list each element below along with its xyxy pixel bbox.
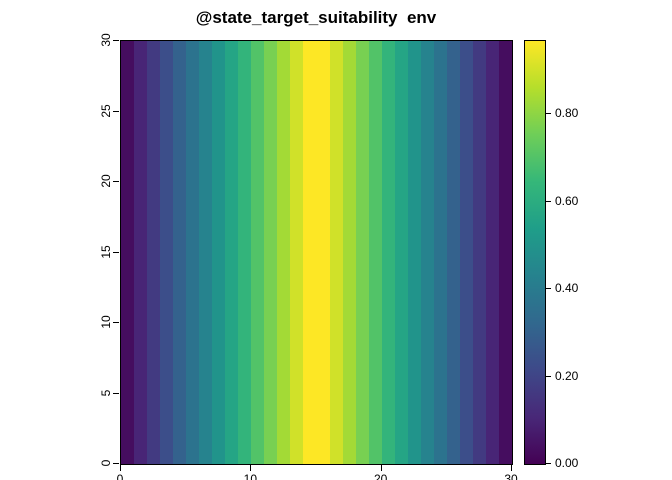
heatmap-column	[355, 41, 369, 464]
heatmap-column	[329, 41, 343, 464]
heatmap-column	[407, 41, 421, 464]
heatmap-column	[420, 41, 434, 464]
y-axis-tick	[113, 251, 119, 253]
heatmap-column	[238, 41, 252, 464]
y-axis-tick	[113, 110, 119, 112]
heatmap-column	[212, 41, 226, 464]
x-axis-tick-label: 30	[504, 472, 518, 480]
colorbar-tick	[546, 288, 551, 290]
y-axis-tick	[113, 322, 119, 323]
heatmap-column	[446, 41, 460, 464]
heatmap-column	[264, 41, 278, 464]
heatmap-column	[147, 41, 161, 464]
x-axis-tick	[120, 465, 121, 471]
heatmap-column	[342, 41, 356, 464]
colorbar-tick	[546, 200, 551, 202]
chart-title: @state_target_suitability env	[195, 8, 437, 27]
x-axis-tick-label: 0	[116, 472, 124, 480]
heatmap-column	[225, 41, 239, 464]
x-axis-tick	[511, 465, 512, 471]
heatmap-column	[199, 41, 213, 464]
colorbar-tick-label: 0.80	[555, 106, 579, 121]
y-axis-tick-label: 5	[99, 389, 113, 396]
y-axis-tick-label: 10	[99, 315, 113, 329]
heatmap-column	[303, 41, 317, 464]
heatmap-column	[368, 41, 382, 464]
x-axis-tick-label: 20	[373, 472, 388, 480]
x-axis-tick-label: 10	[243, 472, 258, 480]
heatmap-column	[173, 41, 187, 464]
y-axis-tick	[113, 392, 119, 394]
y-axis-tick-label: 25	[99, 103, 113, 118]
heatmap-column	[251, 41, 265, 464]
colorbar	[524, 40, 546, 465]
y-axis-tick	[113, 463, 119, 464]
y-axis-tick-label: 15	[99, 244, 113, 259]
heatmap-column	[186, 41, 200, 464]
colorbar-tick-label: 0.20	[555, 368, 579, 383]
y-axis-tick	[113, 181, 119, 182]
colorbar-tick	[546, 463, 551, 464]
colorbar-tick-label: 0.60	[555, 193, 579, 208]
heatmap-column	[472, 41, 486, 464]
colorbar-tick-label: 0.00	[555, 456, 579, 470]
heatmap-column	[433, 41, 447, 464]
y-axis-tick	[113, 40, 119, 41]
heatmap-column	[394, 41, 408, 464]
heatmap-column	[134, 41, 148, 464]
y-axis-tick-label: 30	[99, 33, 113, 47]
heatmap-column	[277, 41, 291, 464]
colorbar-tick-label: 0.40	[555, 281, 579, 296]
y-axis-tick-label: 0	[99, 459, 113, 467]
heatmap-column	[485, 41, 499, 464]
heatmap-column	[381, 41, 395, 464]
x-axis-tick	[380, 465, 382, 471]
heatmap-column	[290, 41, 304, 464]
x-axis-tick	[250, 465, 252, 471]
heatmap-column	[160, 41, 174, 464]
heatmap-column	[121, 41, 135, 464]
y-axis-tick-label: 20	[99, 174, 113, 188]
colorbar-tick	[546, 113, 551, 115]
heatmap-column	[316, 41, 330, 464]
heatmap-plot	[120, 40, 513, 465]
heatmap-column	[498, 41, 512, 464]
heatmap-column	[459, 41, 473, 464]
colorbar-tick	[546, 375, 551, 377]
